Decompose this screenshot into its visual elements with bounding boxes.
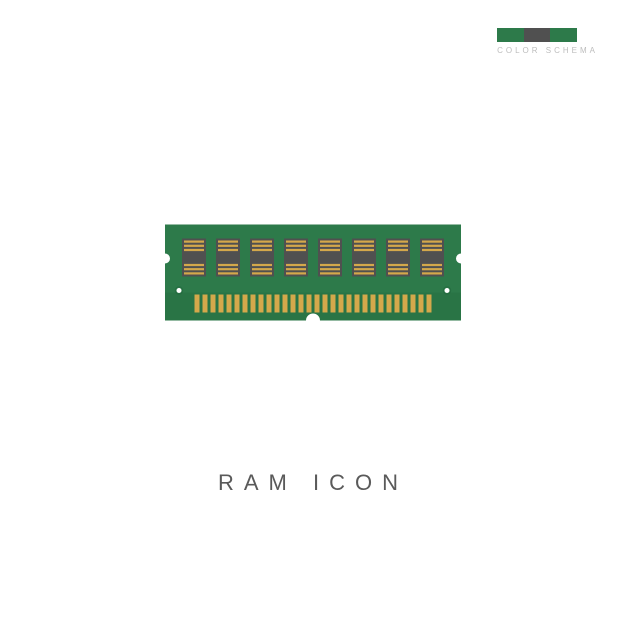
- color-swatch: [524, 28, 551, 42]
- color-swatch: [550, 28, 577, 42]
- ram-icon: [165, 225, 461, 326]
- caption-text: RAM ICON: [0, 470, 626, 496]
- color-schema: COLOR SCHEMA: [497, 28, 598, 55]
- color-swatch: [497, 28, 524, 42]
- color-swatches: [497, 28, 577, 42]
- color-schema-label: COLOR SCHEMA: [497, 46, 598, 55]
